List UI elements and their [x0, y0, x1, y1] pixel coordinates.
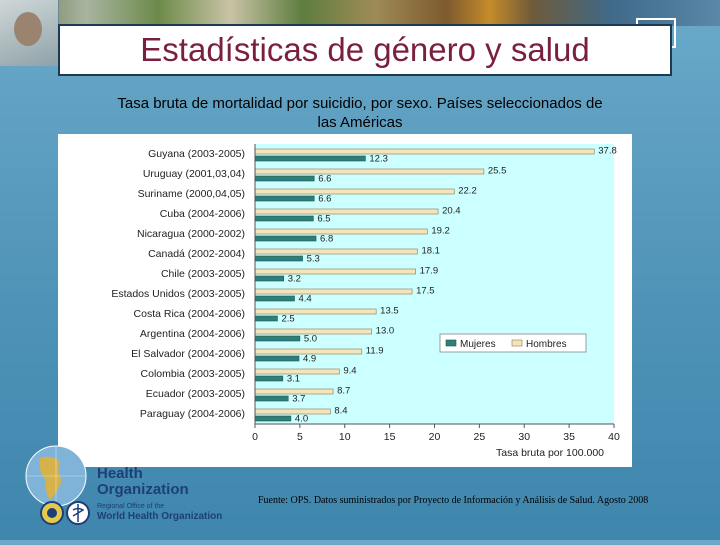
bar-mujeres-5 — [254, 255, 303, 262]
bar-mujeres-7 — [254, 295, 295, 302]
category-label-12: Ecuador (2003-2005) — [146, 388, 245, 400]
category-label-11: Colombia (2003-2005) — [141, 368, 245, 380]
value-label-mujeres-10: 4.9 — [303, 354, 316, 365]
bar-mujeres-0 — [254, 155, 366, 162]
category-label-9: Argentina (2004-2006) — [140, 328, 245, 340]
bar-hombres-2 — [254, 188, 455, 195]
bar-mujeres-6 — [254, 275, 285, 282]
bar-hombres-6 — [254, 268, 416, 275]
value-label-hombres-8: 13.5 — [380, 306, 399, 317]
value-label-mujeres-13: 4.0 — [295, 414, 308, 425]
who-emblem-icon — [66, 501, 90, 525]
x-tick-label-1: 5 — [297, 431, 303, 443]
bar-mujeres-10 — [254, 355, 300, 362]
category-label-0: Guyana (2003-2005) — [148, 148, 245, 160]
value-label-hombres-0: 37.8 — [598, 146, 617, 157]
x-tick-label-5: 25 — [474, 431, 486, 443]
legend-swatch-hombres — [511, 339, 523, 347]
bar-mujeres-8 — [254, 315, 278, 322]
legend-label-hombres: Hombres — [526, 339, 567, 350]
value-label-mujeres-1: 6.6 — [318, 174, 331, 185]
logo-line-regional: Regional Office of the — [97, 503, 164, 510]
category-label-8: Costa Rica (2004-2006) — [134, 308, 245, 320]
value-label-hombres-2: 22.2 — [458, 186, 477, 197]
value-label-mujeres-4: 6.8 — [320, 234, 333, 245]
value-label-mujeres-5: 5.3 — [307, 254, 320, 265]
slide-title: Estadísticas de género y salud — [140, 31, 590, 68]
header-photo-strip — [0, 0, 720, 26]
slide-title-box: Estadísticas de género y salud — [58, 24, 672, 76]
x-axis-title: Tasa bruta por 100.000 — [496, 447, 604, 459]
category-label-6: Chile (2003-2005) — [161, 268, 245, 280]
bar-hombres-5 — [254, 248, 418, 255]
category-label-10: El Salvador (2004-2006) — [131, 348, 245, 360]
x-tick-label-0: 0 — [252, 431, 258, 443]
x-tick-label-4: 20 — [429, 431, 441, 443]
bar-hombres-8 — [254, 308, 377, 315]
bar-hombres-3 — [254, 208, 439, 215]
category-label-2: Suriname (2000,04,05) — [138, 188, 245, 200]
value-label-hombres-6: 17.9 — [420, 266, 439, 277]
legend-label-mujeres: Mujeres — [460, 339, 496, 350]
portrait-face — [14, 12, 42, 46]
logo-line-organization: Organization — [97, 481, 189, 498]
value-label-mujeres-11: 3.1 — [287, 374, 300, 385]
value-label-hombres-10: 11.9 — [366, 346, 384, 357]
value-label-hombres-7: 17.5 — [416, 286, 435, 297]
category-label-5: Canadá (2002-2004) — [148, 248, 245, 260]
source-note: Fuente: OPS. Datos suministrados por Pro… — [258, 495, 649, 506]
bar-hombres-1 — [254, 168, 485, 175]
globe-icon — [25, 445, 87, 507]
paho-logo: Health Organization Regional Office of t… — [0, 440, 250, 540]
bar-mujeres-11 — [254, 375, 284, 382]
bar-hombres-4 — [254, 228, 428, 235]
plot-area — [255, 144, 614, 424]
category-label-3: Cuba (2004-2006) — [160, 208, 245, 220]
value-label-hombres-9: 13.0 — [376, 326, 395, 337]
value-label-mujeres-2: 6.6 — [318, 194, 331, 205]
bar-hombres-0 — [254, 148, 595, 155]
bar-mujeres-1 — [254, 175, 315, 182]
value-label-hombres-4: 19.2 — [431, 226, 450, 237]
bar-mujeres-2 — [254, 195, 315, 202]
portrait-photo — [0, 0, 59, 66]
x-tick-label-6: 30 — [518, 431, 530, 443]
value-label-mujeres-8: 2.5 — [281, 314, 294, 325]
x-tick-label-8: 40 — [608, 431, 620, 443]
logo-line-health: Health — [97, 465, 143, 482]
bar-mujeres-12 — [254, 395, 289, 402]
chart-subtitle: Tasa bruta de mortalidad por suicidio, p… — [117, 95, 603, 131]
category-label-7: Estados Unidos (2003-2005) — [111, 288, 245, 300]
value-label-hombres-3: 20.4 — [442, 206, 461, 217]
value-label-mujeres-9: 5.0 — [304, 334, 317, 345]
value-label-mujeres-0: 12.3 — [369, 154, 388, 165]
bar-mujeres-9 — [254, 335, 301, 342]
value-label-mujeres-12: 3.7 — [292, 394, 305, 405]
category-label-1: Uruguay (2001,03,04) — [143, 168, 245, 180]
value-label-hombres-11: 9.4 — [343, 366, 356, 377]
chart-container: Guyana (2003-2005) 37.8 12.3 Uruguay (2001,… — [58, 134, 632, 472]
value-label-mujeres-7: 4.4 — [298, 294, 311, 305]
category-label-4: Nicaragua (2000-2002) — [137, 228, 245, 240]
value-label-hombres-1: 25.5 — [488, 166, 507, 177]
value-label-hombres-13: 8.4 — [334, 406, 347, 417]
value-label-hombres-12: 8.7 — [337, 386, 350, 397]
x-tick-label-2: 10 — [339, 431, 351, 443]
legend-swatch-mujeres — [445, 339, 457, 347]
x-tick-label-3: 15 — [384, 431, 396, 443]
x-tick-label-7: 35 — [563, 431, 575, 443]
bar-mujeres-4 — [254, 235, 317, 242]
suicide-rate-chart: Guyana (2003-2005) 37.8 12.3 Uruguay (2001,… — [58, 134, 632, 467]
category-label-13: Paraguay (2004-2006) — [140, 408, 245, 420]
value-label-mujeres-6: 3.2 — [288, 274, 301, 285]
bar-hombres-13 — [254, 408, 331, 415]
value-label-mujeres-3: 6.5 — [317, 214, 330, 225]
value-label-hombres-5: 18.1 — [421, 246, 440, 257]
paho-emblem-icon — [40, 501, 64, 525]
logo-line-who: World Health Organization — [97, 511, 222, 522]
bar-mujeres-3 — [254, 215, 314, 222]
bar-hombres-7 — [254, 288, 413, 295]
bar-mujeres-13 — [254, 415, 292, 422]
